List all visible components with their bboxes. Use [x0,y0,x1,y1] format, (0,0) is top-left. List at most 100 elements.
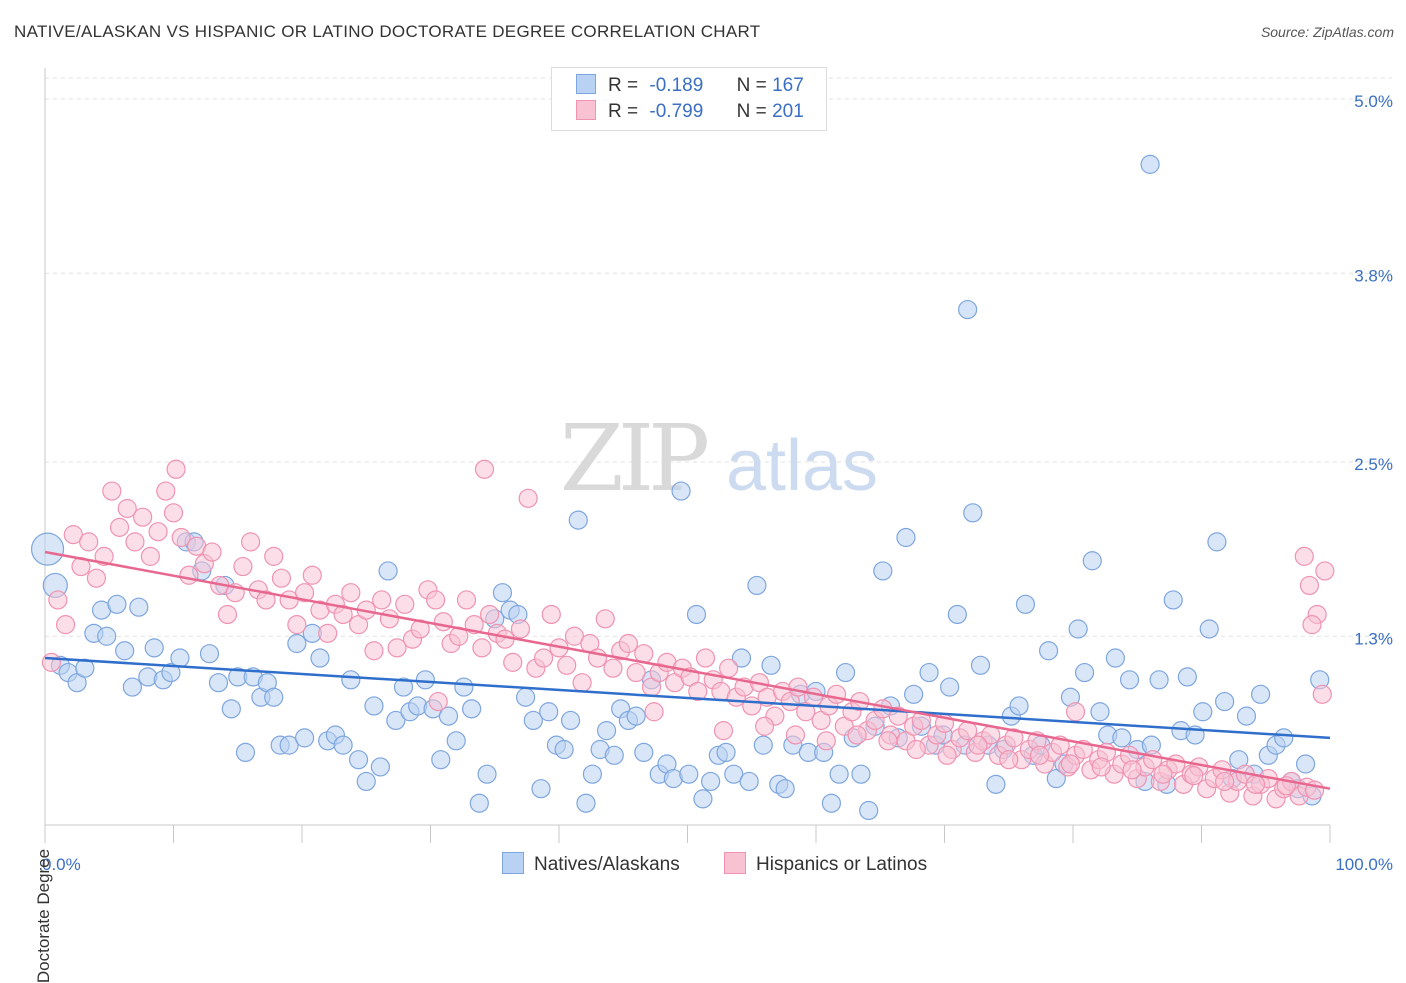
natives-point [1215,691,1235,712]
y-tick-label: 3.8% [1354,266,1393,285]
bottom-legend-swatch-hispanics [724,852,746,874]
series-natives-points [30,154,1330,821]
hispanics-point [1215,771,1235,792]
hispanics-point [1153,764,1173,784]
natives-point [294,728,315,748]
natives-point [1068,619,1088,639]
hispanics-point [847,725,867,745]
natives-point [393,677,414,697]
tick-labels: 1.3% 2.5% 3.8% 5.0% 0.0% 100.0% [42,92,1393,874]
natives-point [221,699,241,719]
hispanics-point [603,658,623,678]
legend-box: R = -0.189 N = 167 R = -0.799 N = 201 [551,67,827,131]
legend-n-label: N = [736,75,767,96]
hispanics-point [688,681,708,702]
natives-point [731,648,752,668]
natives-point [716,742,736,763]
natives-point [264,687,284,707]
hispanics-point [456,590,477,610]
natives-point [671,481,691,501]
hispanics-point [41,652,62,672]
natives-point [958,299,978,320]
natives-point [747,575,767,596]
hispanics-point [564,626,585,646]
natives-point [626,706,646,726]
hispanics-point [968,735,988,755]
hispanics-point [428,691,448,712]
natives-point [1163,590,1183,610]
hispanics-point [294,583,315,603]
hispanics-point [1091,757,1111,777]
legend-n-value-hispanics: 201 [772,101,804,122]
bottom-legend-natives[interactable]: Natives/Alaskans [502,852,680,876]
hispanics-point [713,721,734,741]
hispanics-point [626,662,646,683]
legend-row-natives: R = -0.189 N = 167 [576,74,804,100]
natives-point [821,793,842,813]
hispanics-point [48,590,68,610]
hispanics-point [140,546,160,566]
natives-point [1009,696,1029,716]
hispanics-point [788,677,808,697]
hispanics-point [179,565,199,585]
natives-point [523,710,543,731]
hispanics-point [695,648,716,668]
legend-r-value-hispanics: -0.799 [649,101,704,122]
y-axis-label: Doctorate Degree [34,848,53,983]
chart-source: Source: ZipAtlas.com [1260,24,1394,40]
axes [44,68,1331,843]
hispanics-point [426,590,446,610]
hispanics-point [1315,561,1335,581]
natives-point [1251,684,1271,704]
natives-point [986,774,1006,794]
legend-row-hispanics: R = -0.799 N = 201 [576,100,804,126]
natives-point [560,710,581,731]
natives-point [287,633,307,654]
natives-point [1193,702,1213,722]
natives-point [129,597,149,617]
hispanics-point [148,522,168,542]
hispanics-trend-line [44,550,1331,790]
natives-point [515,687,536,707]
natives-trend-line [44,656,1331,740]
hispanics-point [364,641,384,661]
hispanics-point [472,638,492,658]
hispanics-point [63,525,83,545]
hispanics-point [618,633,638,654]
natives-point [1140,154,1160,174]
natives-point [1105,648,1126,668]
hispanics-point [395,594,415,614]
natives-point [1112,728,1132,748]
natives-point [370,757,390,777]
scatter-plot: ZIP atlas 1.3% 2.5% 3.8% 5.0% 0.0% 100.0% [30,68,1393,874]
x-tick-label: 100.0% [1335,855,1393,874]
hispanics-point [333,604,353,625]
natives-point [829,764,849,784]
hispanics-point [1065,702,1086,722]
bottom-legend-label-natives: Natives/Alaskans [534,854,680,875]
y-tick-label: 2.5% [1354,455,1393,474]
hispanics-point [163,503,184,523]
hispanics-point [125,532,145,552]
hispanics-point [256,590,276,610]
hispanics-point [595,609,615,629]
hispanics-point [102,481,122,501]
natives-point [1274,728,1294,748]
natives-point [859,800,879,821]
hispanics-point [572,673,592,693]
bottom-legend-hispanics[interactable]: Hispanics or Latinos [724,852,927,876]
natives-point [199,644,220,664]
natives-point [279,735,299,755]
natives-point [454,677,474,697]
bottom-legend-label-hispanics: Hispanics or Latinos [756,854,928,875]
natives-point [761,655,781,675]
hispanics-point [287,615,307,635]
natives-point [940,677,960,697]
hispanics-point [474,459,495,479]
natives-point [438,706,459,726]
hispanics-point [557,655,577,675]
hispanics-point [541,604,561,625]
natives-point [679,764,699,784]
hispanics-point [1122,760,1142,780]
natives-point [75,658,95,678]
